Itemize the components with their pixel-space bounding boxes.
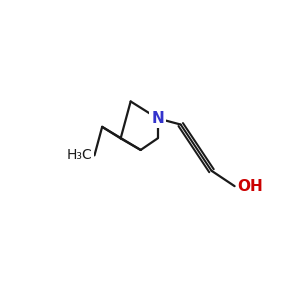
Text: OH: OH	[238, 178, 263, 194]
Text: H₃C: H₃C	[66, 148, 92, 162]
Text: N: N	[151, 111, 164, 126]
